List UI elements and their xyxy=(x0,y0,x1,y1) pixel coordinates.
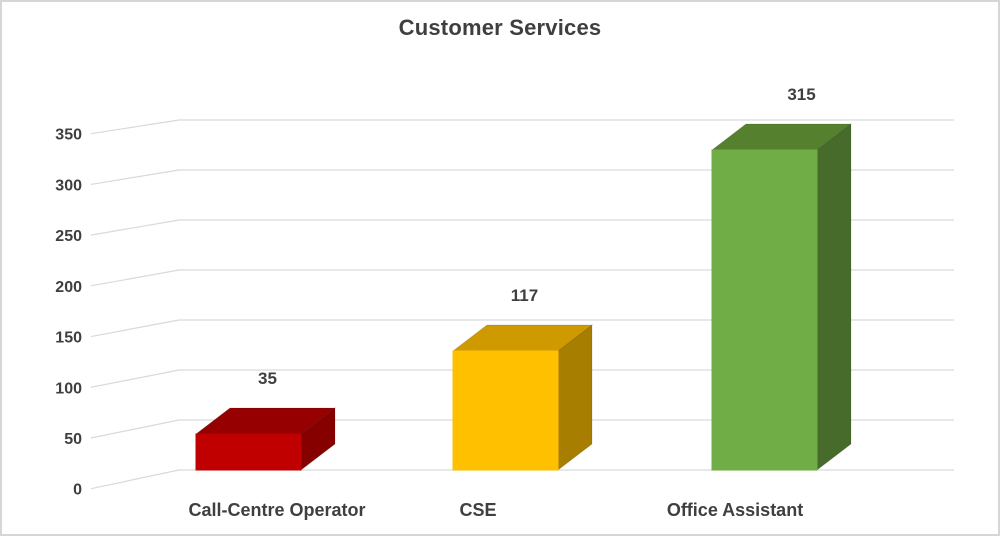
bar-front-face[interactable] xyxy=(452,350,559,471)
bar-front-face[interactable] xyxy=(711,149,818,471)
y-tick-label: 200 xyxy=(55,279,82,296)
value-label: 315 xyxy=(787,85,815,104)
category-label: CSE xyxy=(459,500,496,520)
y-gridline-depth-segment xyxy=(90,469,180,490)
bar-side-face[interactable] xyxy=(816,122,852,472)
y-gridline-depth-segment xyxy=(90,269,180,287)
y-gridline-depth-segment xyxy=(90,169,180,186)
y-tick-label: 350 xyxy=(55,127,82,144)
y-gridline-depth-segment xyxy=(90,319,180,338)
y-gridline-depth-segment xyxy=(90,419,180,439)
y-tick-label: 100 xyxy=(55,380,82,397)
y-tick-label: 0 xyxy=(73,482,82,499)
category-label: Office Assistant xyxy=(667,500,803,520)
y-gridline-depth-segment xyxy=(90,219,180,236)
y-tick-label: 150 xyxy=(55,330,82,347)
category-label: Call-Centre Operator xyxy=(188,500,365,520)
y-tick-label: 50 xyxy=(64,431,82,448)
bar-front-face[interactable] xyxy=(195,433,302,471)
chart-title: Customer Services xyxy=(398,15,602,40)
value-label: 117 xyxy=(511,286,538,305)
value-label: 35 xyxy=(258,369,277,388)
y-tick-label: 250 xyxy=(55,228,82,245)
y-gridline-depth-segment xyxy=(90,119,180,135)
y-gridline-depth-segment xyxy=(90,369,180,388)
y-tick-label: 300 xyxy=(55,177,82,194)
